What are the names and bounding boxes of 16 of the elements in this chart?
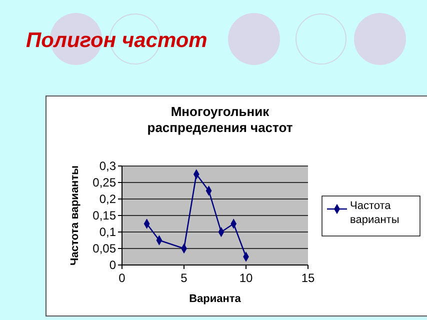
legend-label: Частота варианты bbox=[350, 199, 400, 227]
y-tick-label: 0,2 bbox=[99, 192, 116, 206]
y-tick-label: 0,15 bbox=[92, 208, 116, 222]
x-tick-label: 5 bbox=[180, 271, 188, 285]
x-tick-label: 0 bbox=[118, 271, 126, 285]
x-tick-label: 15 bbox=[301, 271, 315, 285]
chart-subtitle: Многоугольник распределения частот bbox=[146, 104, 294, 136]
y-tick-label: 0,05 bbox=[92, 242, 116, 256]
x-axis-title: Варианта bbox=[189, 293, 242, 305]
x-tick-label: 10 bbox=[239, 271, 253, 285]
y-tick-label: 0 bbox=[109, 258, 116, 272]
y-tick-label: 0,3 bbox=[99, 159, 116, 173]
y-tick-label: 0,1 bbox=[99, 225, 116, 239]
y-axis-title: Частота варианты bbox=[69, 166, 81, 266]
chart-title: Полигон частот bbox=[26, 29, 208, 52]
y-tick-label: 0,25 bbox=[92, 176, 116, 190]
